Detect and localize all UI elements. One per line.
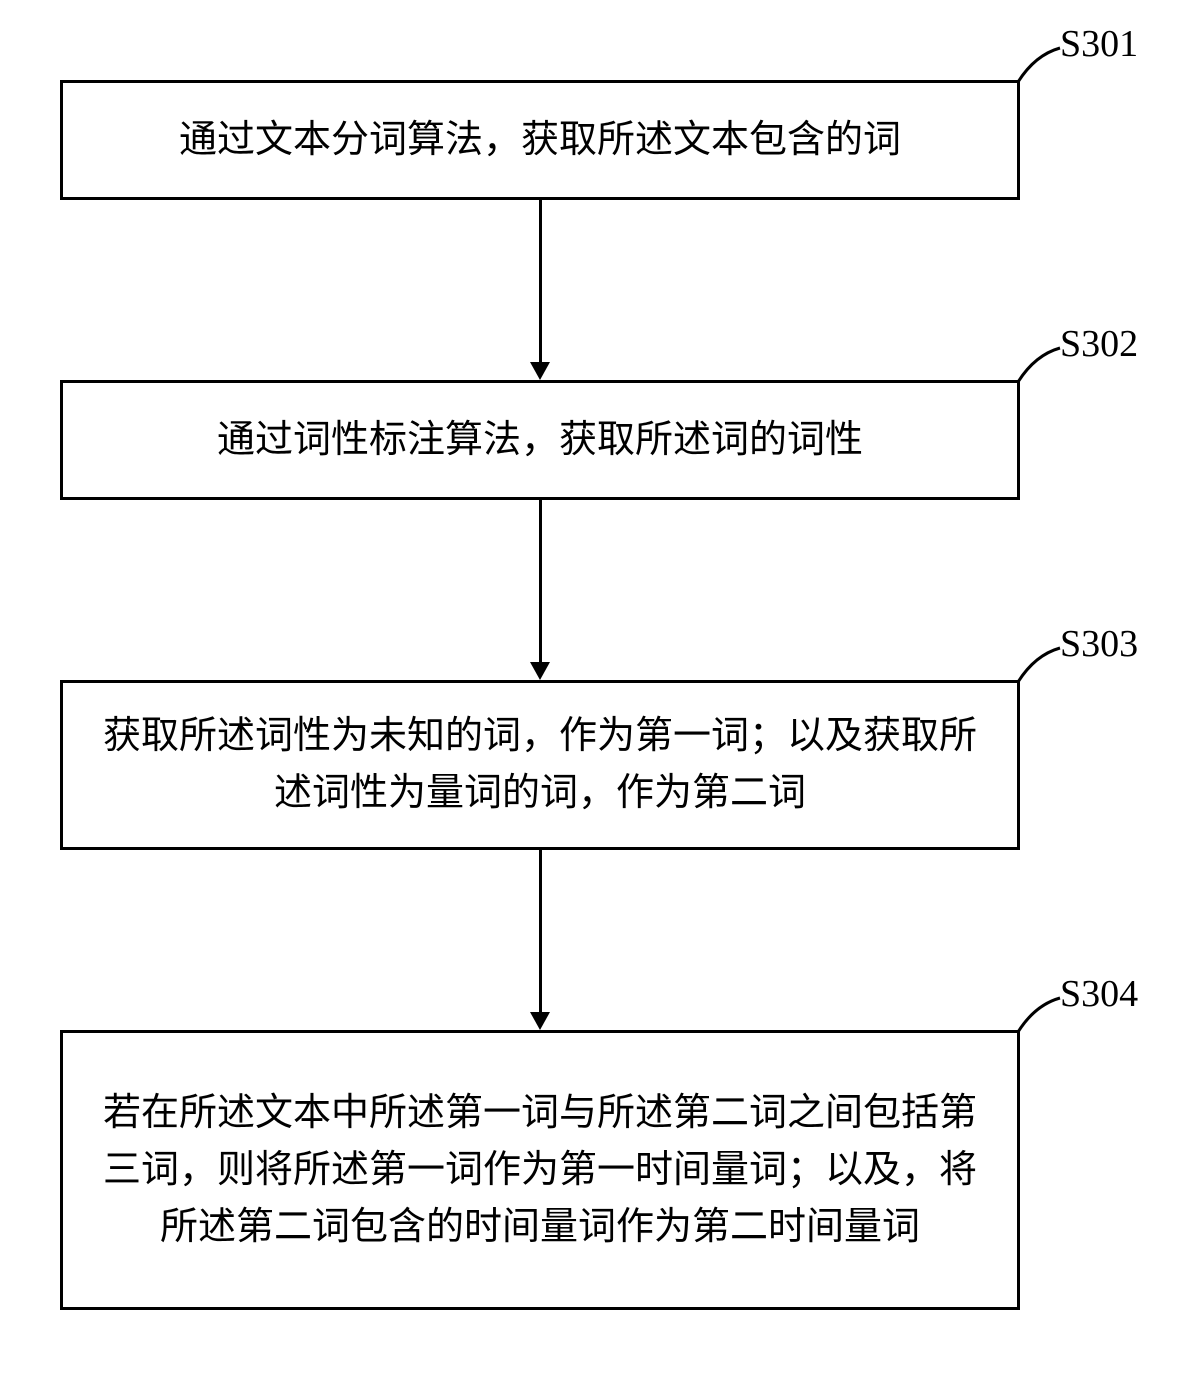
label-curve-s304 xyxy=(1015,990,1065,1040)
step-text-s304: 若在所述文本中所述第一词与所述第二词之间包括第三词，则将所述第一词作为第一时间量… xyxy=(93,1085,987,1256)
connector-3-4 xyxy=(539,850,542,1012)
step-text-s303: 获取所述词性为未知的词，作为第一词；以及获取所述词性为量词的词，作为第二词 xyxy=(93,708,987,822)
arrow-3-4 xyxy=(530,1012,550,1030)
step-label-s301: S301 xyxy=(1060,22,1138,66)
label-curve-s301 xyxy=(1015,40,1065,90)
label-curve-s302 xyxy=(1015,340,1065,390)
step-label-s302: S302 xyxy=(1060,322,1138,366)
connector-2-3 xyxy=(539,500,542,662)
step-text-s301: 通过文本分词算法，获取所述文本包含的词 xyxy=(179,112,901,169)
arrow-2-3 xyxy=(530,662,550,680)
step-box-s303: 获取所述词性为未知的词，作为第一词；以及获取所述词性为量词的词，作为第二词 xyxy=(60,680,1020,850)
flowchart-container: 通过文本分词算法，获取所述文本包含的词 S301 通过词性标注算法，获取所述词的… xyxy=(0,0,1190,1375)
arrow-1-2 xyxy=(530,362,550,380)
label-curve-s303 xyxy=(1015,640,1065,690)
step-box-s302: 通过词性标注算法，获取所述词的词性 xyxy=(60,380,1020,500)
step-text-s302: 通过词性标注算法，获取所述词的词性 xyxy=(217,412,863,469)
connector-1-2 xyxy=(539,200,542,362)
step-box-s301: 通过文本分词算法，获取所述文本包含的词 xyxy=(60,80,1020,200)
step-box-s304: 若在所述文本中所述第一词与所述第二词之间包括第三词，则将所述第一词作为第一时间量… xyxy=(60,1030,1020,1310)
step-label-s303: S303 xyxy=(1060,622,1138,666)
step-label-s304: S304 xyxy=(1060,972,1138,1016)
